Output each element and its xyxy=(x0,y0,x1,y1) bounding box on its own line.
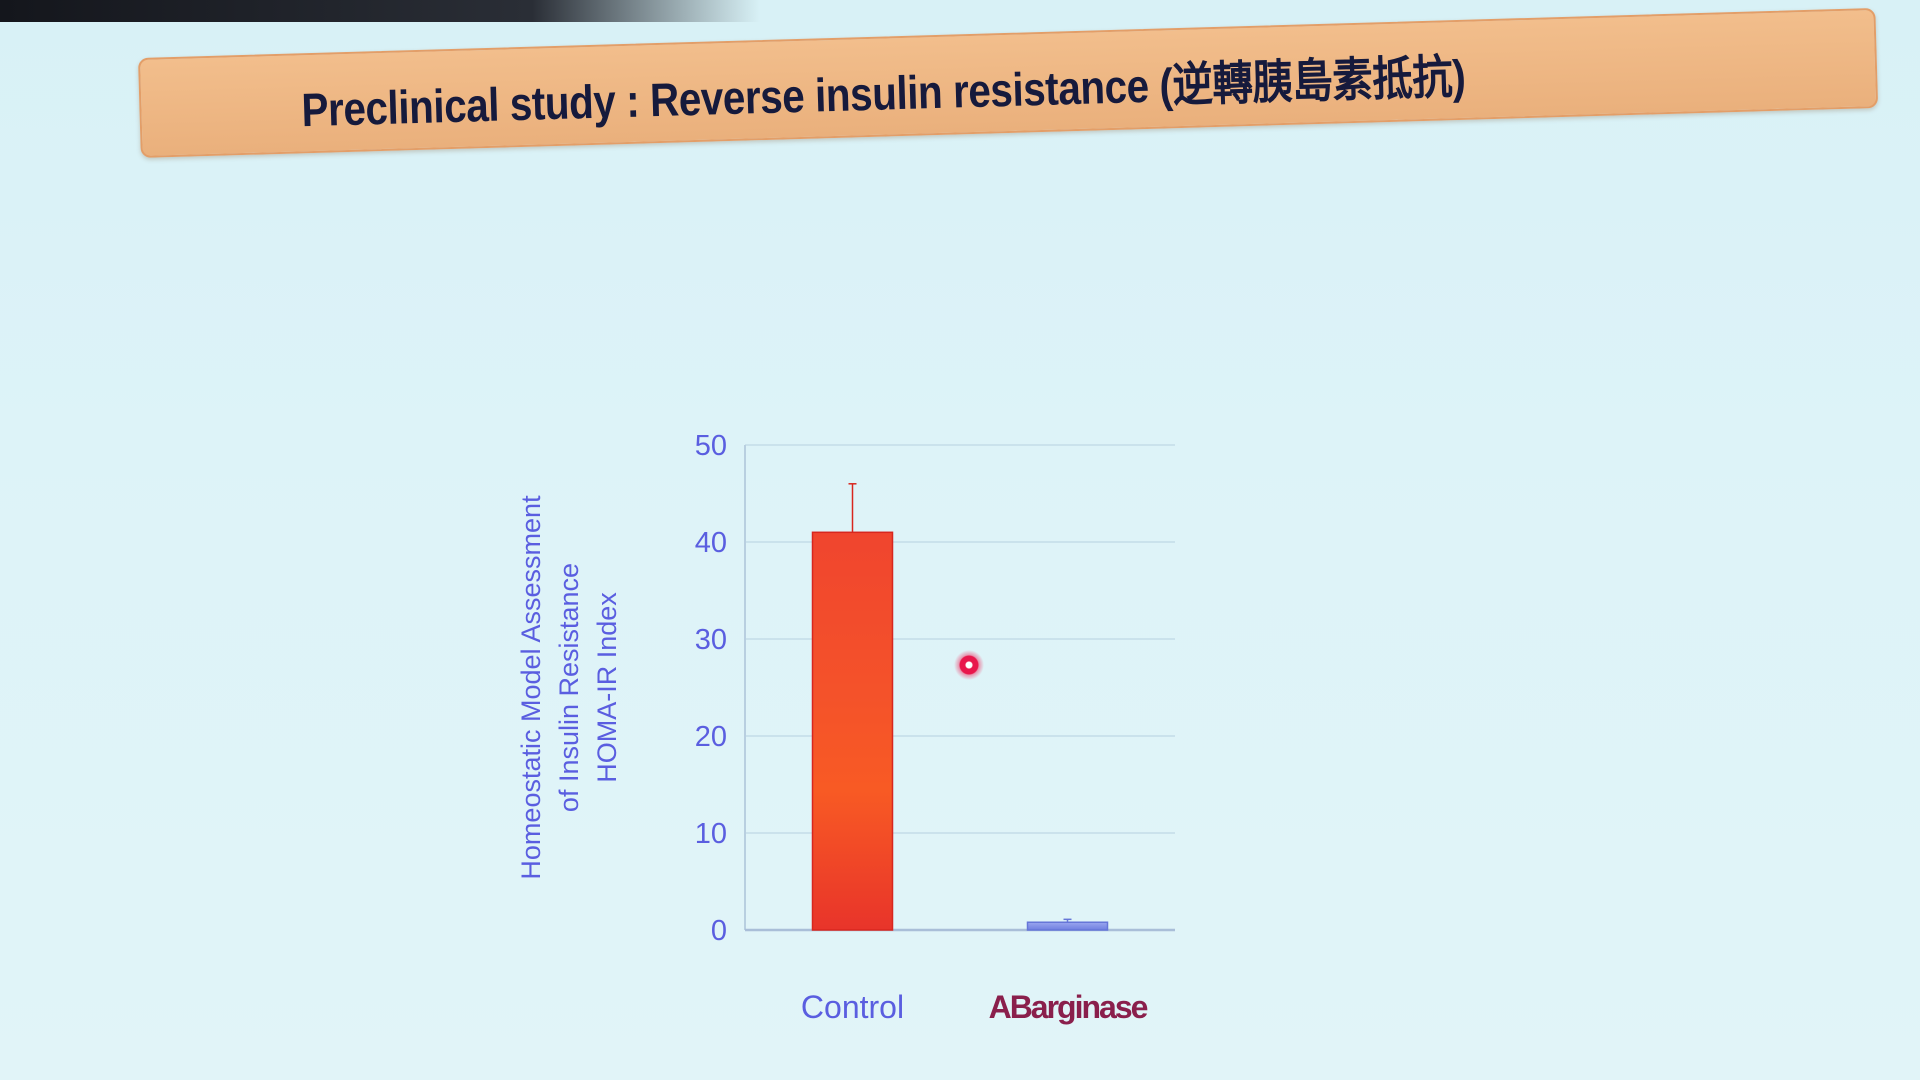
x-category-label-abarginase: ABarginase xyxy=(989,989,1148,1025)
y-tick-label-20: 20 xyxy=(695,721,727,753)
y-tick-label-10: 10 xyxy=(695,818,727,850)
y-axis-title-line-3: HOMA-IR Index xyxy=(592,592,622,783)
y-tick-label-40: 40 xyxy=(695,527,727,559)
grid-lines xyxy=(745,444,1175,834)
y-tick-label-50: 50 xyxy=(695,430,727,462)
bar-control xyxy=(811,531,894,931)
y-axis-title-line-2: of Insulin Resistance xyxy=(554,563,584,812)
slide-title: Preclinical study : Reverse insulin resi… xyxy=(300,49,1467,137)
bar-chart-svg: 0 10 20 30 40 50 Control ABarginase Homeostati… xyxy=(516,430,1175,1025)
bar-abarginase xyxy=(1026,921,1109,931)
y-tick-labels: 0 10 20 30 40 50 xyxy=(695,430,727,947)
y-tick-label-0: 0 xyxy=(711,915,727,947)
y-tick-label-30: 30 xyxy=(695,624,727,656)
y-axis-title-line-1: Homeostatic Model Assessment xyxy=(516,495,546,880)
x-category-labels: Control ABarginase xyxy=(801,989,1150,1025)
bar-chart: 0 10 20 30 40 50 Control ABarginase Homeostati… xyxy=(480,420,1240,1040)
screen-top-edge xyxy=(0,0,760,22)
axes xyxy=(744,445,1175,932)
title-banner: Preclinical study : Reverse insulin resi… xyxy=(138,7,1879,158)
x-category-label-control: Control xyxy=(801,989,904,1025)
y-axis-title: Homeostatic Model Assessment of Insulin R… xyxy=(516,495,622,880)
bars xyxy=(811,483,1109,931)
laser-pointer-dot xyxy=(954,650,984,680)
